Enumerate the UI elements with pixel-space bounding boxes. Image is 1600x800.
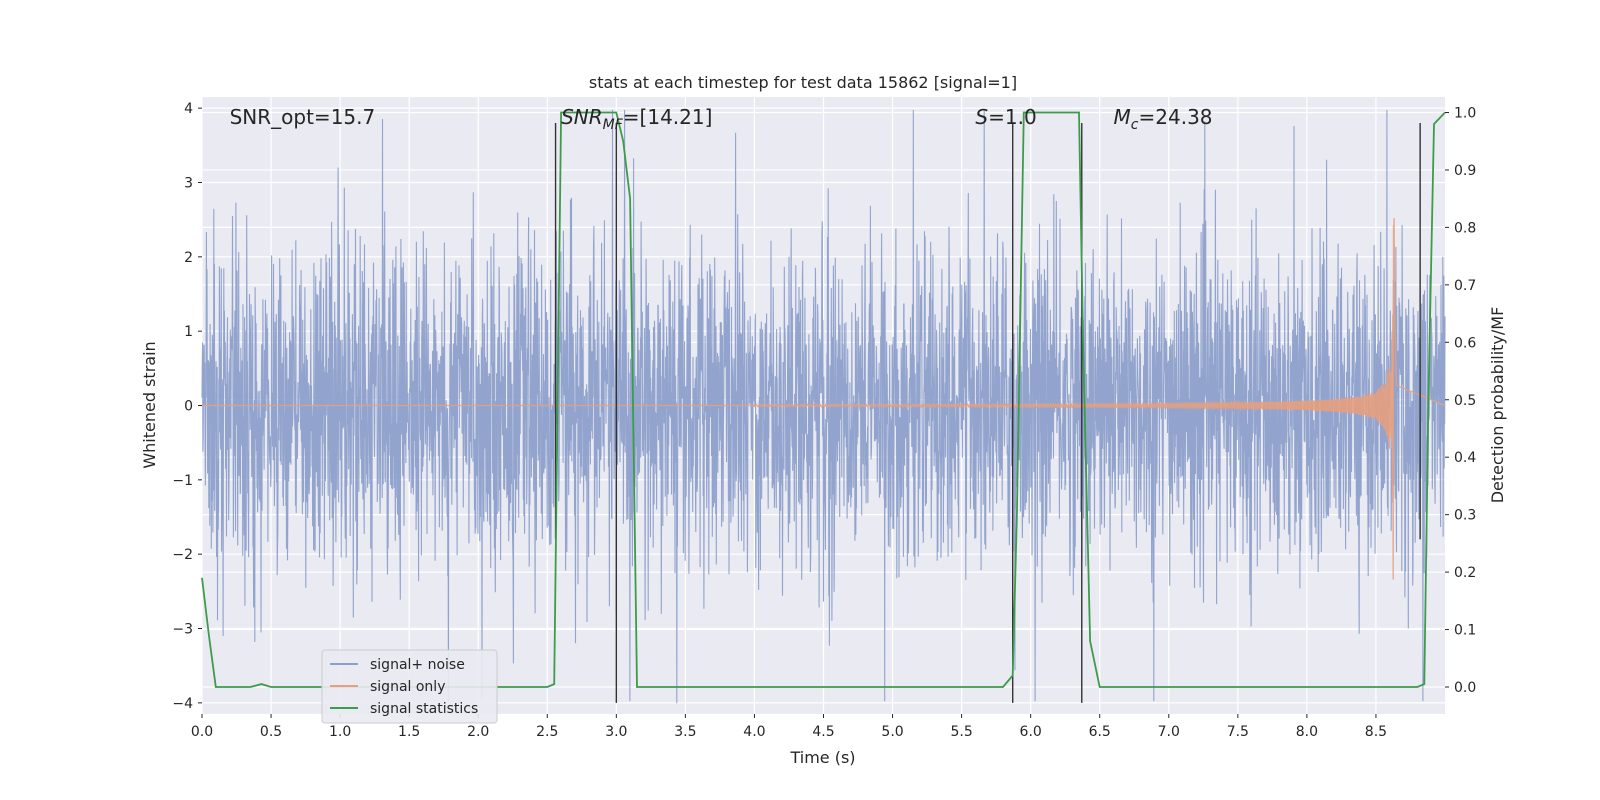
x-tick-label: 4.5 xyxy=(812,724,834,740)
y-tick-label: −1 xyxy=(172,473,193,489)
x-tick-label: 5.5 xyxy=(950,724,972,740)
y2-axis-ticks: 0.0 0.1 0.2 0.3 0.4 0.5 0.6 0.7 0.8 0.9 1.0 xyxy=(1445,106,1476,696)
series-signal-only xyxy=(202,218,1446,580)
x-tick-label: 8.0 xyxy=(1296,724,1318,740)
series-signal-plus-noise xyxy=(201,109,1446,704)
x-tick-label: 6.0 xyxy=(1020,724,1042,740)
y-tick-label: 1 xyxy=(184,324,193,340)
x-tick-label: 0.0 xyxy=(191,724,213,740)
legend-label: signal+ noise xyxy=(370,657,465,673)
annotations: SNR_opt=15.7 SNRMF=[14.21] S=1.0 Mc=24.38 xyxy=(230,105,1213,133)
series-signal-statistics xyxy=(201,111,1446,688)
y-tick-label: −4 xyxy=(172,696,193,712)
y2-tick-label: 0.6 xyxy=(1454,335,1476,351)
x-tick-label: 5.0 xyxy=(881,724,903,740)
x-tick-label: 3.5 xyxy=(674,724,696,740)
x-tick-label: 0.5 xyxy=(260,724,282,740)
x-tick-label: 7.5 xyxy=(1227,724,1249,740)
stats-line xyxy=(201,111,1446,688)
y2-axis-label: Detection probability/MF xyxy=(1488,307,1507,504)
legend-box xyxy=(321,649,498,724)
y-axis-ticks: −4 −3 −2 −1 0 1 2 3 4 xyxy=(172,101,202,712)
y2-tick-label: 0.5 xyxy=(1454,393,1476,409)
x-axis-ticks: 0.0 0.5 1.0 1.5 2.0 2.5 3.0 3.5 4.0 4.5 5.0 5.5 6.0 6… xyxy=(191,714,1387,740)
y-tick-label: 2 xyxy=(184,250,193,266)
x-tick-label: 6.5 xyxy=(1089,724,1111,740)
y-tick-label: −2 xyxy=(172,547,193,563)
x-tick-label: 1.5 xyxy=(398,724,420,740)
y-tick-label: 0 xyxy=(184,399,193,415)
y-tick-label: −3 xyxy=(172,622,193,638)
annotation-text: SNRMF=[14.21] xyxy=(561,105,712,133)
x-tick-label: 2.5 xyxy=(536,724,558,740)
annotation-text: S=1.0 xyxy=(975,105,1036,129)
y2-tick-label: 1.0 xyxy=(1454,106,1476,122)
y2-tick-label: 0.3 xyxy=(1454,508,1476,524)
y2-tick-label: 0.4 xyxy=(1454,450,1476,466)
noise-trace xyxy=(201,109,1446,704)
annotation-text: Mc=24.38 xyxy=(1114,105,1213,133)
x-tick-label: 7.0 xyxy=(1158,724,1180,740)
y-axis-label: Whitened strain xyxy=(140,341,159,468)
vertical-markers xyxy=(554,123,1421,703)
x-tick-label: 8.5 xyxy=(1365,724,1387,740)
chart-title: stats at each timestep for test data 158… xyxy=(589,73,1017,92)
x-tick-label: 2.0 xyxy=(467,724,489,740)
x-tick-label: 4.0 xyxy=(743,724,765,740)
y2-tick-label: 0.8 xyxy=(1454,220,1476,236)
x-tick-label: 3.0 xyxy=(605,724,627,740)
chirp-trace xyxy=(202,218,1446,580)
y2-tick-label: 0.2 xyxy=(1454,565,1476,581)
y-tick-label: 3 xyxy=(184,175,193,191)
legend-label: signal only xyxy=(370,679,445,695)
y-tick-label: 4 xyxy=(184,101,193,117)
x-axis-label: Time (s) xyxy=(789,748,855,767)
y2-tick-label: 0.1 xyxy=(1454,623,1476,639)
legend: signal+ noise signal only signal statistic… xyxy=(321,649,498,724)
y2-tick-label: 0.7 xyxy=(1454,278,1476,294)
y2-tick-label: 0.0 xyxy=(1454,680,1476,696)
legend-label: signal statistics xyxy=(370,701,478,717)
annotation-text: SNR_opt=15.7 xyxy=(230,105,376,129)
y2-tick-label: 0.9 xyxy=(1454,163,1476,179)
x-tick-label: 1.0 xyxy=(329,724,351,740)
